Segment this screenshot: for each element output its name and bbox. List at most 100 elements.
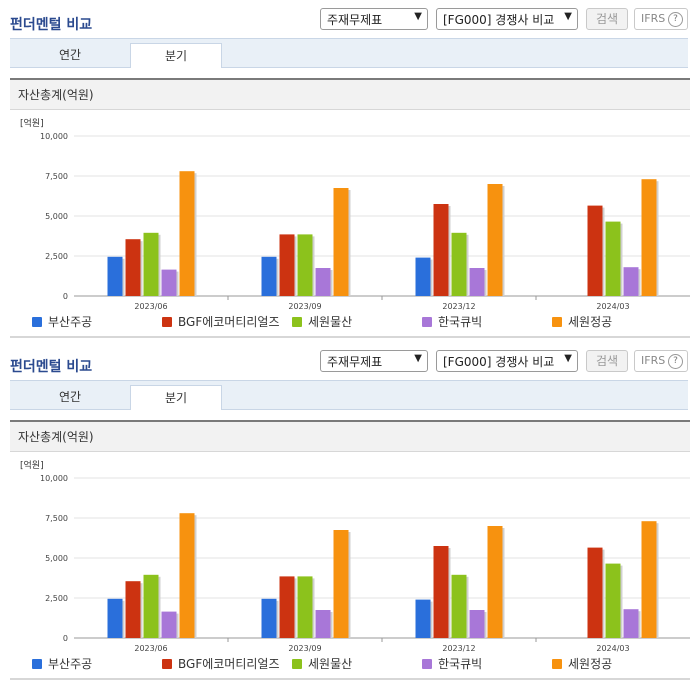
divider	[10, 678, 690, 680]
bar-series-4-2024-03[interactable]	[623, 267, 639, 296]
bar-series-2-2023-09[interactable]	[279, 234, 295, 296]
legend-swatch	[32, 659, 42, 669]
statement-select[interactable]: 주재무제표 ▼	[320, 8, 428, 30]
period-tabs: 연간 분기	[10, 380, 688, 410]
bar-series-3-2023-09[interactable]	[297, 576, 313, 638]
compare-select-value: [FG000] 경쟁사 비교	[443, 355, 555, 369]
bar-series-5-2023-06[interactable]	[179, 513, 195, 638]
x-tick-label: 2023/06	[134, 644, 167, 652]
y-tick-label: 7,500	[45, 514, 68, 523]
bar-series-5-2023-09[interactable]	[333, 188, 349, 296]
search-button[interactable]: 검색	[586, 8, 628, 30]
ifrs-button[interactable]: IFRS ?	[634, 8, 688, 30]
panel-title: 펀더멘털 비교	[10, 359, 93, 375]
asset-bar-chart: [억원] 0 2,500 5,000 7,500 10,000 2023/06 2023/09…	[20, 117, 690, 310]
bar-series-4-2023-12[interactable]	[469, 268, 485, 296]
tab-quarterly[interactable]: 분기	[130, 385, 222, 410]
period-tabs: 연간 분기	[10, 38, 688, 68]
bar-series-5-2024-03[interactable]	[641, 521, 657, 638]
bar-series-4-2024-03[interactable]	[623, 609, 639, 638]
bar-series-3-2023-06[interactable]	[143, 574, 159, 638]
bar-series-4-2023-12[interactable]	[469, 610, 485, 638]
bar-series-1-2023-12[interactable]	[415, 257, 431, 296]
legend-label: BGF에코머티리얼즈	[178, 657, 280, 671]
bar-series-3-2023-12[interactable]	[451, 232, 467, 296]
help-icon[interactable]: ?	[668, 12, 683, 27]
legend-swatch	[292, 317, 302, 327]
search-button[interactable]: 검색	[586, 350, 628, 372]
legend-item-2[interactable]: BGF에코머티리얼즈	[162, 654, 280, 674]
bar-series-2-2023-06[interactable]	[125, 581, 141, 638]
bar-series-2-2023-06[interactable]	[125, 239, 141, 296]
statement-select-value: 주재무제표	[327, 355, 383, 369]
statement-select[interactable]: 주재무제표 ▼	[320, 350, 428, 372]
bar-series-5-2023-09[interactable]	[333, 530, 349, 638]
legend-label: 세원물산	[308, 657, 353, 671]
y-unit-label: [억원]	[20, 459, 44, 471]
x-tick-label: 2024/03	[596, 644, 629, 652]
compare-select[interactable]: [FG000] 경쟁사 비교 ▼	[436, 350, 578, 372]
bar-series-3-2023-09[interactable]	[297, 234, 313, 296]
legend-item-5[interactable]: 세원정공	[552, 312, 612, 332]
bar-series-1-2023-06[interactable]	[107, 256, 123, 296]
bar-series-2-2024-03[interactable]	[587, 547, 603, 638]
help-icon[interactable]: ?	[668, 354, 683, 369]
legend-label: 세원정공	[568, 315, 613, 329]
bar-series-5-2023-06[interactable]	[179, 171, 195, 296]
bar-series-3-2024-03[interactable]	[605, 563, 621, 638]
x-tick-label: 2023/09	[288, 644, 321, 652]
legend-item-5[interactable]: 세원정공	[552, 654, 612, 674]
legend-swatch	[162, 659, 172, 669]
bar-series-2-2024-03[interactable]	[587, 205, 603, 296]
legend-item-4[interactable]: 한국큐빅	[422, 312, 482, 332]
bar-series-5-2023-12[interactable]	[487, 526, 503, 638]
x-tick-label: 2023/06	[134, 302, 167, 310]
y-tick-label: 0	[63, 292, 68, 301]
x-tick-label: 2023/12	[442, 302, 475, 310]
tab-annual[interactable]: 연간	[58, 390, 82, 404]
bar-series-1-2023-12[interactable]	[415, 599, 431, 638]
tab-quarterly[interactable]: 분기	[130, 43, 222, 68]
bar-series-4-2023-06[interactable]	[161, 611, 177, 638]
bar-series-5-2023-12[interactable]	[487, 184, 503, 296]
legend-label: 세원정공	[568, 657, 613, 671]
bar-series-5-2024-03[interactable]	[641, 179, 657, 296]
ifrs-button[interactable]: IFRS ?	[634, 350, 688, 372]
bar-series-1-2023-06[interactable]	[107, 598, 123, 638]
compare-select[interactable]: [FG000] 경쟁사 비교 ▼	[436, 8, 578, 30]
chevron-down-icon: ▼	[564, 353, 572, 364]
legend-item-3[interactable]: 세원물산	[292, 654, 352, 674]
bar-series-2-2023-12[interactable]	[433, 546, 449, 638]
legend-label: 부산주공	[48, 657, 93, 671]
y-tick-label: 7,500	[45, 172, 68, 181]
legend-item-1[interactable]: 부산주공	[32, 654, 92, 674]
tab-annual[interactable]: 연간	[58, 48, 82, 62]
legend-item-4[interactable]: 한국큐빅	[422, 654, 482, 674]
statement-select-value: 주재무제표	[327, 13, 383, 27]
bar-series-2-2023-09[interactable]	[279, 576, 295, 638]
bar-series-3-2023-12[interactable]	[451, 574, 467, 638]
ifrs-label: IFRS	[641, 12, 666, 25]
bar-series-2-2023-12[interactable]	[433, 204, 449, 296]
legend-swatch	[32, 317, 42, 327]
x-tick-label: 2024/03	[596, 302, 629, 310]
bar-series-4-2023-09[interactable]	[315, 610, 331, 638]
legend-item-1[interactable]: 부산주공	[32, 312, 92, 332]
legend-item-3[interactable]: 세원물산	[292, 312, 352, 332]
bar-series-3-2024-03[interactable]	[605, 221, 621, 296]
x-tick-label: 2023/12	[442, 644, 475, 652]
y-tick-label: 2,500	[45, 252, 68, 261]
bar-series-4-2023-06[interactable]	[161, 269, 177, 296]
legend-item-2[interactable]: BGF에코머티리얼즈	[162, 312, 280, 332]
y-tick-label: 2,500	[45, 594, 68, 603]
bar-series-4-2023-09[interactable]	[315, 268, 331, 296]
chevron-down-icon: ▼	[564, 11, 572, 22]
legend-swatch	[162, 317, 172, 327]
bar-series-1-2023-09[interactable]	[261, 256, 277, 296]
y-tick-label: 10,000	[40, 474, 68, 483]
fundamental-panel-1: 펀더멘털 비교 주재무제표 ▼ [FG000] 경쟁사 비교 ▼ 검색 IFRS…	[10, 8, 690, 338]
bar-series-3-2023-06[interactable]	[143, 232, 159, 296]
x-tick-label: 2023/09	[288, 302, 321, 310]
bar-series-1-2023-09[interactable]	[261, 598, 277, 638]
legend-swatch	[552, 317, 562, 327]
